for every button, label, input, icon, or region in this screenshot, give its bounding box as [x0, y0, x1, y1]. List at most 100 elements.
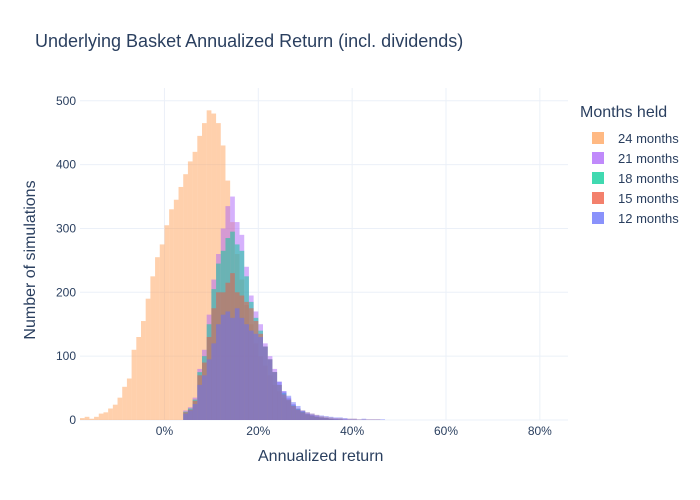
histogram-bar [183, 174, 188, 420]
histogram-bar [187, 410, 193, 420]
histogram-bar [309, 413, 315, 420]
chart-title: Underlying Basket Annualized Return (inc… [35, 31, 464, 51]
histogram-bars [80, 110, 385, 421]
legend-swatch [592, 132, 604, 144]
histogram-bar [347, 418, 353, 420]
histogram-bar [169, 209, 174, 420]
histogram-bar [206, 359, 212, 420]
histogram-bar [230, 317, 235, 420]
histogram-bar [159, 244, 165, 420]
histogram-bar [94, 416, 99, 420]
histogram-bar [356, 419, 362, 420]
histogram-bar [192, 404, 198, 420]
y-tick-label: 200 [56, 285, 76, 299]
legend-swatch [592, 152, 604, 164]
histogram-bar [98, 413, 104, 420]
x-axis-label: Annualized return [258, 448, 384, 465]
histogram-bar [380, 419, 385, 420]
legend-label: 21 months [618, 150, 679, 166]
histogram-bar [352, 418, 357, 420]
histogram-bar [112, 404, 118, 420]
histogram-bar [272, 372, 278, 420]
histogram-bar [295, 405, 301, 420]
histogram-bar [80, 418, 85, 420]
histogram-bar [375, 419, 381, 420]
histogram-bar [178, 186, 184, 420]
histogram-bar [84, 416, 90, 420]
histogram-bar [155, 257, 160, 420]
histogram-bar [216, 324, 221, 420]
histogram-bar [267, 359, 273, 420]
histogram-bar [202, 375, 207, 420]
histogram-bar [206, 110, 212, 420]
histogram-bar [244, 324, 249, 420]
y-tick-label: 500 [56, 94, 76, 108]
histogram-bar [192, 151, 198, 420]
histogram-bar [197, 384, 202, 420]
histogram-bar [239, 317, 245, 420]
histogram-bar [319, 415, 324, 420]
histogram-bar [89, 418, 95, 420]
histogram-bar [145, 298, 151, 420]
x-tick-label: 80% [528, 424, 552, 438]
histogram-bar [220, 314, 226, 420]
legend-item[interactable]: 15 months [580, 188, 695, 208]
histogram-bar [108, 408, 113, 420]
histogram-bar [187, 161, 193, 420]
legend-swatch [592, 212, 604, 224]
series-12-months [183, 308, 385, 420]
histogram-bar [173, 199, 179, 420]
histogram-bar [263, 346, 268, 420]
histogram-bar [314, 414, 320, 420]
histogram-bar [291, 402, 296, 420]
histogram-bar [333, 417, 339, 420]
histogram-bar [225, 311, 231, 420]
histogram-bar [258, 337, 263, 420]
histogram-bar [234, 308, 240, 420]
y-axis-label: Number of simulations [22, 180, 39, 340]
histogram-bar [300, 410, 306, 420]
histogram-bar [150, 276, 156, 420]
legend-title: Months held [580, 104, 668, 121]
histogram-bar [122, 386, 127, 420]
histogram-bar [211, 343, 217, 420]
histogram-bar [324, 416, 329, 420]
histogram-bar [202, 123, 207, 420]
legend-label: 15 months [618, 190, 679, 206]
histogram-bar [117, 397, 123, 420]
histogram-bar [141, 321, 146, 420]
legend-swatch [592, 192, 604, 204]
histogram-bar [342, 418, 348, 420]
legend-label: 24 months [618, 130, 679, 146]
histogram-bar [211, 113, 217, 421]
legend-label: 12 months [618, 210, 679, 226]
legend-swatch [592, 172, 604, 184]
legend-items: 24 months 21 months 18 months 15 months 12 m… [580, 128, 695, 228]
x-tick-label: 20% [246, 424, 270, 438]
histogram-bar [248, 330, 254, 420]
x-tick-label: 0% [156, 424, 174, 438]
histogram-bar [183, 413, 188, 420]
histogram-bar [370, 419, 376, 420]
legend-item[interactable]: 21 months [580, 148, 695, 168]
legend-item[interactable]: 18 months [580, 168, 695, 188]
histogram-bar [253, 333, 259, 420]
x-tick-label: 40% [340, 424, 364, 438]
histogram-bar [281, 391, 287, 420]
histogram-bar [136, 337, 141, 420]
y-tick-label: 0 [69, 413, 76, 427]
legend-item[interactable]: 24 months [580, 128, 695, 148]
histogram-bar [305, 412, 310, 420]
histogram-bar [164, 225, 170, 420]
histogram-bar [338, 417, 343, 420]
histogram-bar [103, 412, 109, 420]
legend: Months held 24 months 21 months 18 months 1… [580, 104, 695, 228]
y-tick-label: 300 [56, 221, 76, 235]
legend-item[interactable]: 12 months [580, 208, 695, 228]
histogram-bar [126, 378, 132, 420]
histogram-bar [131, 349, 137, 420]
histogram-bar [328, 416, 334, 420]
y-tick-label: 400 [56, 158, 76, 172]
